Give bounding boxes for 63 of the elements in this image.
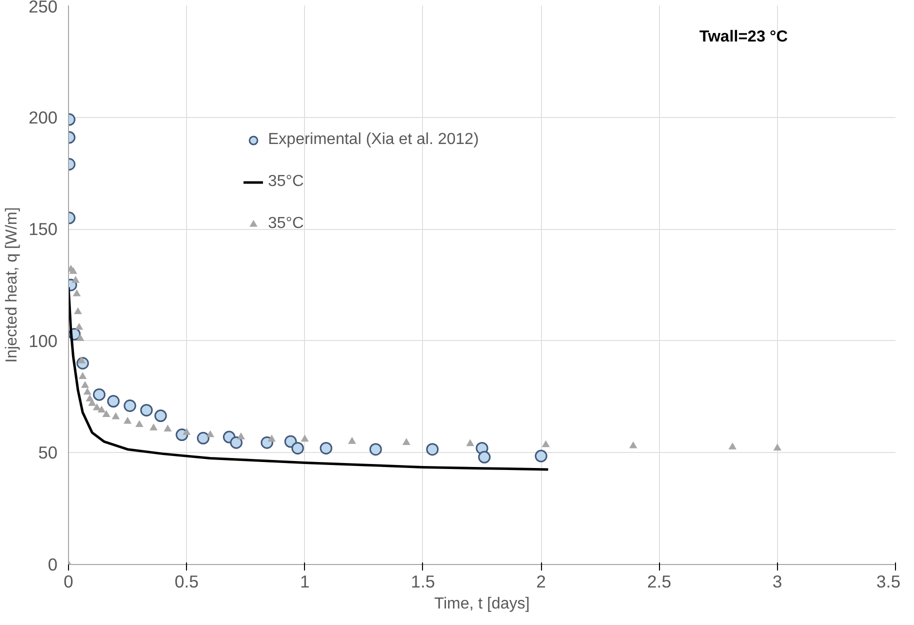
point — [81, 381, 90, 388]
y-axis-title: Injected heat, q [W/m] — [4, 207, 21, 363]
point — [98, 406, 106, 413]
point — [478, 450, 491, 464]
point — [78, 372, 87, 379]
point — [236, 432, 245, 440]
x-tick-label: 3.5 — [876, 572, 901, 592]
x-tick-label: 1 — [300, 572, 310, 592]
point — [76, 334, 84, 341]
point — [140, 404, 153, 416]
x-tick-label: 2.5 — [647, 572, 672, 592]
point — [268, 434, 276, 442]
point — [196, 432, 210, 444]
point — [72, 276, 80, 283]
point — [230, 436, 243, 449]
point — [164, 424, 172, 432]
point — [124, 416, 132, 424]
point — [107, 395, 120, 408]
x-tick-label: 0.5 — [174, 572, 199, 592]
point — [74, 307, 82, 314]
legend-label: Experimental (Xia et al. 2012) — [268, 131, 479, 149]
point — [629, 441, 638, 448]
x-tick-label: 1.5 — [410, 572, 435, 592]
point — [426, 443, 439, 456]
x-tick-label: 3 — [772, 572, 782, 592]
point — [773, 444, 782, 451]
point — [72, 289, 81, 296]
point — [182, 428, 191, 435]
legend-label: 35°C — [268, 215, 304, 233]
point — [466, 439, 474, 446]
point — [102, 410, 110, 417]
point — [154, 410, 167, 422]
point — [88, 398, 96, 406]
y-tick-label: 250 — [28, 0, 58, 16]
y-tick-label: 0 — [48, 554, 58, 574]
point — [320, 442, 332, 454]
point — [112, 412, 120, 420]
point — [402, 438, 410, 445]
y-tick-label: 100 — [28, 330, 58, 351]
point — [150, 423, 158, 430]
point — [300, 434, 309, 442]
x-axis-title: Time, t [days] — [434, 596, 530, 612]
x-tick-label: 2 — [536, 572, 546, 592]
y-tick-label: 200 — [28, 107, 58, 128]
point — [69, 266, 78, 274]
annotation: Twall=23 °C — [699, 28, 788, 46]
point — [206, 430, 214, 438]
point — [291, 442, 304, 454]
point — [348, 436, 356, 444]
point — [124, 400, 136, 412]
point — [92, 388, 106, 401]
y-tick-label: 50 — [38, 442, 58, 463]
x-tick-label: 0 — [64, 572, 74, 592]
y-tick-label: 150 — [28, 219, 58, 240]
legend-label: 35°C — [268, 173, 304, 191]
point — [542, 440, 550, 448]
point — [75, 322, 84, 330]
point — [534, 450, 548, 462]
point — [92, 403, 101, 410]
point — [83, 388, 92, 395]
point — [135, 420, 144, 428]
point — [728, 442, 736, 450]
point — [369, 443, 382, 456]
